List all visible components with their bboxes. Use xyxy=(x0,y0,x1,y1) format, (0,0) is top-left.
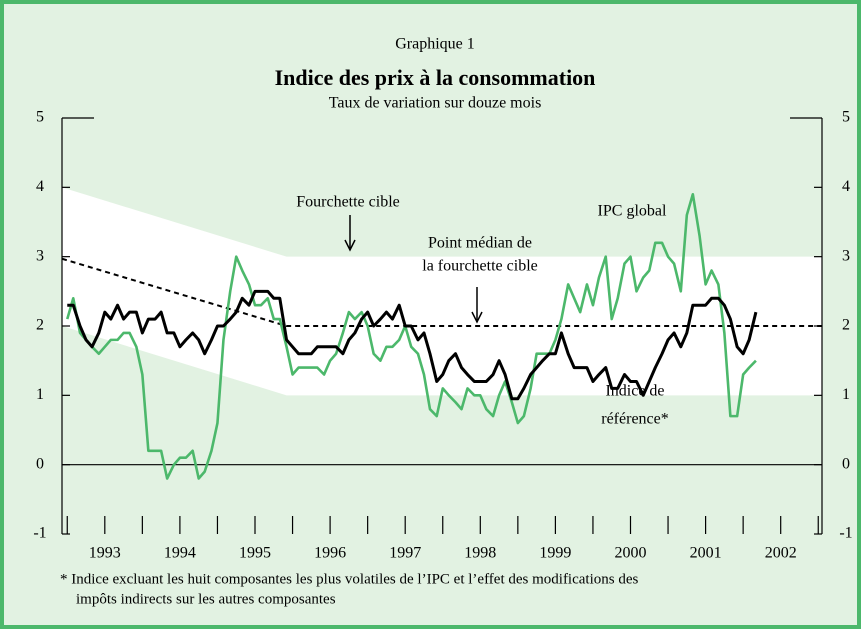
x-tick-label: 1995 xyxy=(239,545,271,562)
y-tick-label: 1 xyxy=(842,386,850,403)
y-tick-label: 1 xyxy=(36,386,44,403)
y-tick-label: 4 xyxy=(36,178,44,195)
x-tick-label: 1994 xyxy=(164,545,196,562)
y-tick-label: 5 xyxy=(36,109,44,126)
x-tick-label: 1996 xyxy=(314,545,346,562)
arrow-head xyxy=(344,239,356,252)
x-tick-label: 1999 xyxy=(539,545,571,562)
x-tick-label: 1998 xyxy=(464,545,496,562)
caption: Graphique 1 xyxy=(395,36,475,53)
y-tick-label: 2 xyxy=(842,317,850,334)
footnote: * Indice excluant les huit composantes l… xyxy=(60,571,638,587)
y-tick-label: 2 xyxy=(36,317,44,334)
x-tick-label: 2000 xyxy=(614,545,646,562)
y-tick-label: 4 xyxy=(842,178,850,195)
annotation: référence* xyxy=(601,411,669,428)
annotation: Point médian de xyxy=(428,235,532,252)
annotation: Indice de xyxy=(605,383,664,400)
plot-area: -1 -1 0 0 1 1 2 2 3 3 4 4 5 5 1993 1994 1995 1996 1997 1998… xyxy=(33,109,852,562)
series-line xyxy=(67,289,758,401)
x-tick-label: 1997 xyxy=(389,545,421,562)
footnote: impôts indirects sur les autres composan… xyxy=(76,591,336,607)
annotation: la fourchette cible xyxy=(422,258,538,275)
annotation: IPC global xyxy=(598,203,667,220)
chart-subtitle: Taux de variation sur douze mois xyxy=(329,95,542,112)
y-tick-label: 3 xyxy=(36,247,44,264)
arrow-head xyxy=(471,311,483,324)
series-line xyxy=(66,192,757,480)
y-tick-label: -1 xyxy=(33,525,46,542)
y-tick-label: 0 xyxy=(842,455,850,472)
y-tick-label: -1 xyxy=(839,525,852,542)
x-tick-label: 2001 xyxy=(690,545,722,562)
y-tick-label: 5 xyxy=(842,109,850,126)
target-band xyxy=(62,187,822,396)
x-tick-label: 1993 xyxy=(89,545,121,562)
midpoint-line xyxy=(61,257,822,327)
chart-title: Indice des prix à la consommation xyxy=(275,65,596,90)
annotation: Fourchette cible xyxy=(296,194,400,211)
y-tick-label: 0 xyxy=(36,455,44,472)
x-tick-label: 2002 xyxy=(765,545,797,562)
y-tick-label: 3 xyxy=(842,247,850,264)
